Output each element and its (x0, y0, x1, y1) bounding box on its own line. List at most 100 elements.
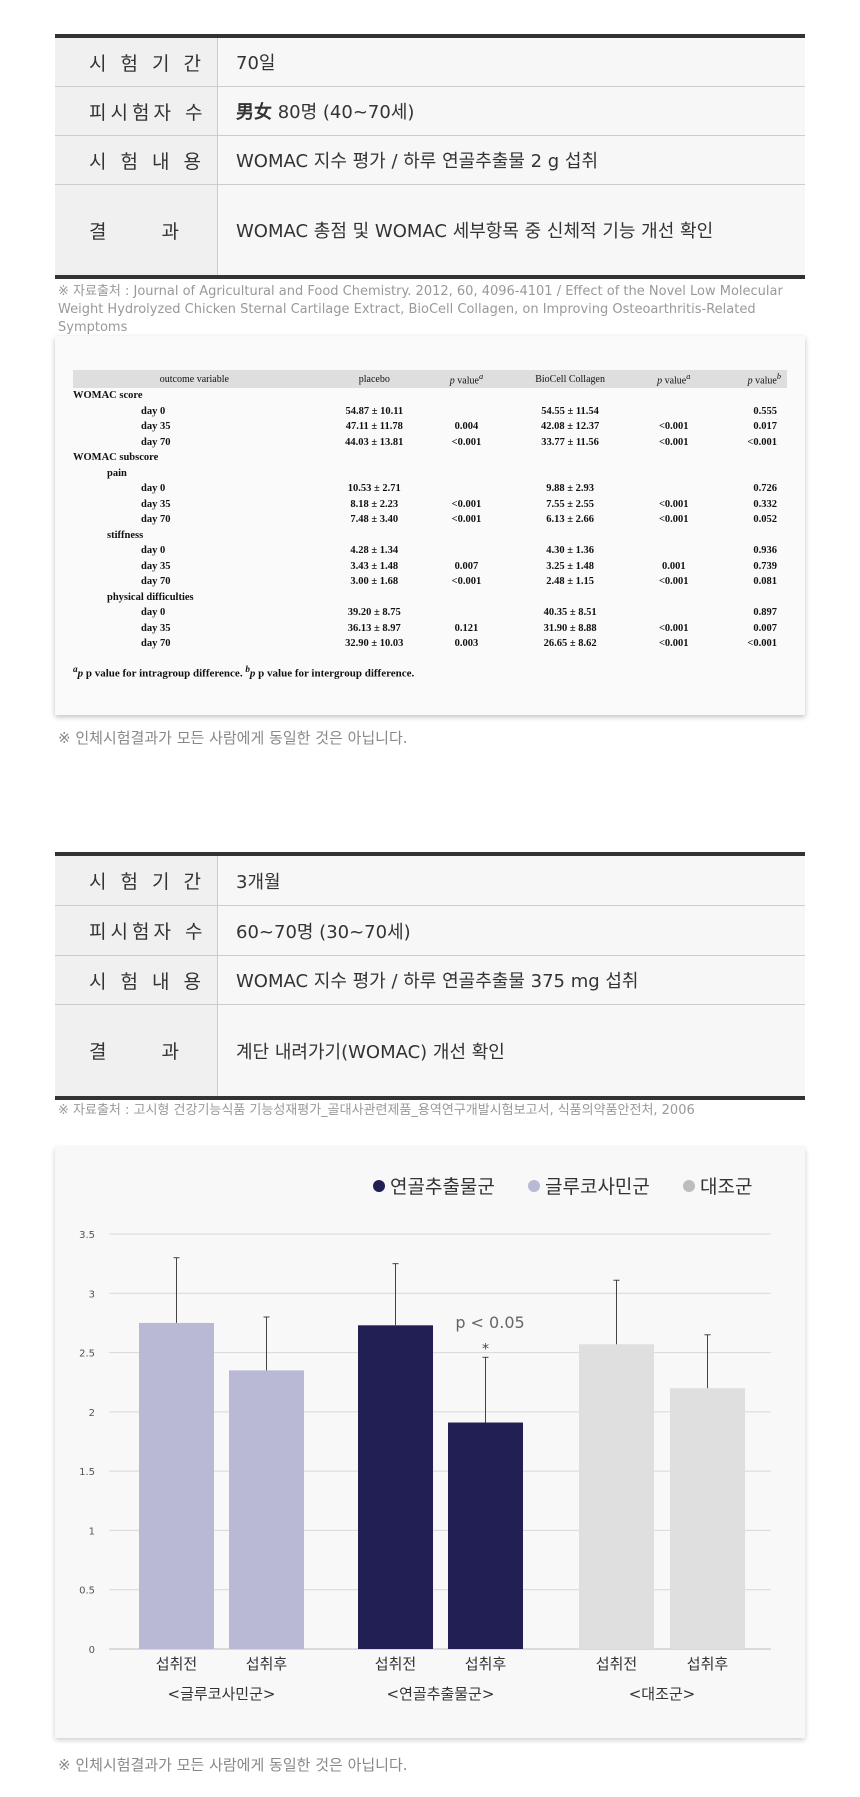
cell: 31.90 ± 8.88 (543, 622, 597, 634)
label: 시 험 기 간 (55, 856, 218, 905)
table-row: day 0 10.53 ± 2.71 9.88 ± 2.93 0.726 (73, 481, 787, 497)
cell: 8.18 ± 2.23 (350, 498, 399, 510)
cell: 54.55 ± 11.54 (541, 405, 599, 417)
row-label: day 35 (141, 560, 171, 572)
cell: 0.004 (454, 421, 479, 433)
disclaimer: ※ 인체시험결과가 모든 사람에게 동일한 것은 아닙니다. (58, 729, 408, 747)
cell: <0.001 (658, 638, 689, 650)
cell (316, 528, 433, 544)
row-result: 결 과 WOMAC 총점 및 WOMAC 세부항목 중 신체적 기능 개선 확인 (55, 185, 805, 275)
table-row: WOMAC subscore (73, 450, 787, 466)
y-tick-label: 2.5 (79, 1349, 95, 1360)
cell (707, 450, 787, 466)
label: 시 험 내 용 (55, 136, 218, 184)
cell: 0.121 (454, 622, 479, 634)
cell: <0.001 (658, 514, 689, 526)
cell (707, 528, 787, 544)
value: 60~70명 (30~70세) (218, 906, 805, 955)
cell (433, 590, 500, 606)
results-table: outcome variable placebo p valuea BioCell C… (73, 370, 787, 652)
cell (433, 528, 500, 544)
cell (500, 528, 640, 544)
cell (316, 388, 433, 404)
cell: 26.65 ± 8.62 (543, 638, 597, 650)
label-a: 결 (89, 220, 111, 243)
cell (640, 388, 707, 404)
row-subjects: 피시험자 수 男女 80명 (40~70세) (55, 87, 805, 136)
cell (640, 543, 707, 559)
study1-info-table: 시 험 기 간 70일 피시험자 수 男女 80명 (40~70세) 시 험 내 용… (55, 34, 805, 279)
y-tick-label: 3 (89, 1289, 95, 1300)
cell (640, 450, 707, 466)
row-label: day 35 (141, 498, 171, 510)
cell: 33.77 ± 11.56 (541, 436, 599, 448)
row-label: day 35 (141, 622, 171, 634)
cell: <0.001 (747, 436, 777, 448)
value: 3개월 (218, 856, 805, 905)
x-tick-label: 섭취전 (596, 1655, 637, 1673)
source-note: ※ 자료출처 : 고시형 건강기능식품 기능성재평가_골대사관련제품_용역연구개… (58, 1103, 695, 1118)
row-result: 결 과 계단 내려가기(WOMAC) 개선 확인 (55, 1005, 805, 1096)
row-subjects: 피시험자 수 60~70명 (30~70세) (55, 906, 805, 956)
row-period: 시 험 기 간 70일 (55, 38, 805, 87)
row-label: day 70 (141, 638, 171, 650)
cell (640, 466, 707, 482)
cell: <0.001 (451, 436, 482, 448)
x-tick-label: 섭취전 (156, 1655, 197, 1673)
paper-table-image: outcome variable placebo p valuea BioCell C… (55, 336, 805, 715)
cell (433, 605, 500, 621)
x-tick-label: 섭취후 (246, 1655, 288, 1673)
bar (229, 1370, 304, 1649)
y-tick-label: 2 (89, 1408, 95, 1419)
cell (316, 450, 433, 466)
row-label: day 70 (141, 514, 171, 526)
cell: 0.555 (753, 405, 777, 417)
footnote-b: p value for intergroup difference. (258, 667, 415, 680)
label: 시 험 기 간 (55, 38, 218, 86)
value: WOMAC 총점 및 WOMAC 세부항목 중 신체적 기능 개선 확인 (218, 185, 805, 275)
legend-marker (373, 1180, 385, 1192)
cell: 0.007 (753, 622, 777, 634)
cell (433, 404, 500, 420)
table-row: physical difficulties (73, 590, 787, 606)
cell: 4.30 ± 1.36 (546, 545, 594, 557)
table-row: pain (73, 466, 787, 482)
cell: 44.03 ± 13.81 (345, 436, 404, 448)
y-tick-label: 1 (89, 1526, 95, 1537)
cell: 4.28 ± 1.34 (350, 545, 399, 557)
legend-marker (683, 1180, 695, 1192)
group-label: <글루코사민군> (168, 1685, 276, 1703)
cell: <0.001 (451, 498, 482, 510)
cell: 40.35 ± 8.51 (543, 607, 597, 619)
row-label: WOMAC subscore (73, 452, 159, 464)
cell: 0.332 (753, 498, 777, 510)
cell: 3.00 ± 1.68 (350, 576, 399, 588)
cell: 3.25 ± 1.48 (546, 560, 594, 572)
cell: 0.726 (753, 483, 777, 495)
x-tick-label: 섭취후 (687, 1655, 729, 1673)
cell (500, 388, 640, 404)
row-label: WOMAC score (73, 390, 143, 402)
cell (433, 543, 500, 559)
legend-label: 글루코사민군 (545, 1176, 650, 1198)
cell (640, 528, 707, 544)
row-label: pain (107, 467, 127, 479)
table-row: day 35 8.18 ± 2.23 <0.001 7.55 ± 2.55 <0.001… (73, 497, 787, 513)
row-content: 시 험 내 용 WOMAC 지수 평가 / 하루 연골추출물 375 mg 섭취 (55, 956, 805, 1005)
cell: 9.88 ± 2.93 (546, 483, 594, 495)
cell: 0.897 (753, 607, 777, 619)
cell: 54.87 ± 10.11 (345, 405, 404, 417)
count: 80명 (40~70세) (272, 102, 415, 123)
row-label: physical difficulties (107, 591, 194, 603)
bar (139, 1322, 214, 1649)
cell: 0.081 (753, 576, 777, 588)
group-label: <연골추출물군> (387, 1685, 495, 1703)
table-row: WOMAC score (73, 388, 787, 404)
y-tick-label: 0 (89, 1645, 95, 1656)
cell (640, 481, 707, 497)
cell: <0.001 (451, 514, 482, 526)
label: 피시험자 수 (55, 87, 218, 135)
cell (640, 404, 707, 420)
cell: <0.001 (658, 421, 689, 433)
